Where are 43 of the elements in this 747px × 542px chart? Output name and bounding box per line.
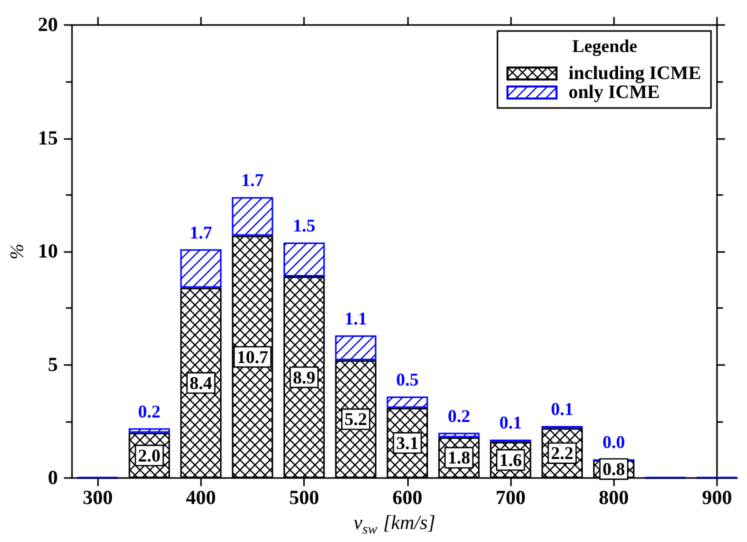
y-tick-label: 20 xyxy=(38,14,58,36)
legend-title: Legende xyxy=(572,36,638,56)
data-label: 0.1 xyxy=(550,398,574,419)
data-label: 1.8 xyxy=(448,448,470,468)
y-tick-label: 5 xyxy=(48,354,58,376)
data-label: 8.9 xyxy=(292,367,316,388)
y-tick-label: 0 xyxy=(48,467,58,490)
data-label: 1.5 xyxy=(292,215,316,236)
legend-label: including ICME xyxy=(568,63,702,84)
bar xyxy=(283,242,325,276)
data-label: 0.2 xyxy=(448,406,470,426)
x-tick-label: 900 xyxy=(702,487,732,510)
x-tick-label: 500 xyxy=(289,487,320,510)
data-label: 5.2 xyxy=(344,409,367,430)
data-label: 0.8 xyxy=(602,459,626,480)
y-axis-title: % xyxy=(7,244,28,260)
data-label: 8.4 xyxy=(190,372,212,393)
x-tick-label: 400 xyxy=(186,487,216,510)
data-label: 2.0 xyxy=(138,445,161,466)
data-label: 1.1 xyxy=(344,308,367,328)
y-tick-label: 15 xyxy=(38,127,58,150)
bar xyxy=(232,197,274,236)
bar xyxy=(438,432,480,438)
y-tick-label: 10 xyxy=(38,240,58,263)
data-label: 3.1 xyxy=(396,432,419,453)
legend-label: only ICME xyxy=(568,82,660,103)
data-label: 2.2 xyxy=(550,443,574,464)
bar xyxy=(128,428,170,433)
data-label: 1.6 xyxy=(499,450,522,470)
data-label: 0.5 xyxy=(396,370,419,390)
data-label: 1.7 xyxy=(190,222,212,242)
data-label: 0.1 xyxy=(499,412,522,433)
data-label: 10.7 xyxy=(236,346,268,367)
x-tick-label: 300 xyxy=(82,487,113,510)
x-tick-label: 800 xyxy=(598,487,629,510)
data-label: 0.0 xyxy=(602,432,626,452)
bar xyxy=(335,335,376,360)
x-tick-label: 700 xyxy=(496,487,526,510)
bar xyxy=(180,249,222,288)
data-label: 1.7 xyxy=(241,170,264,190)
data-label: 0.2 xyxy=(138,401,161,422)
x-tick-label: 600 xyxy=(392,487,422,510)
bar xyxy=(386,396,428,408)
